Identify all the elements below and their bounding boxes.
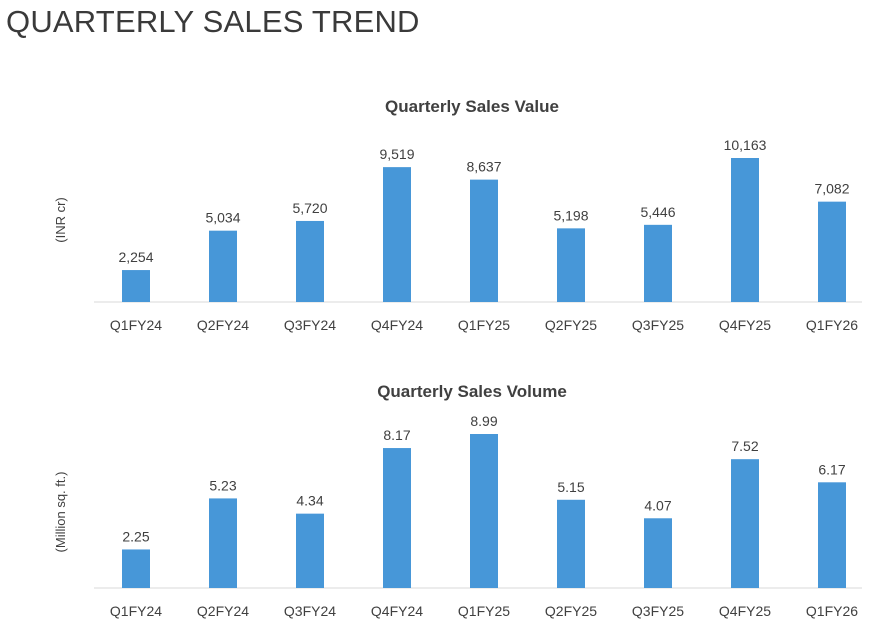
data-label: 8.99 — [470, 413, 497, 429]
bar — [644, 224, 672, 302]
x-tick-label: Q2FY25 — [545, 317, 597, 333]
x-tick-label: Q1FY24 — [110, 317, 162, 333]
data-label: 8,637 — [466, 159, 501, 175]
x-tick-label: Q1FY26 — [806, 603, 858, 619]
data-label: 5,198 — [553, 207, 588, 223]
x-tick-label: Q4FY24 — [371, 603, 423, 619]
data-label: 7.52 — [731, 438, 758, 454]
bar — [557, 228, 585, 302]
data-label: 7,082 — [814, 181, 849, 197]
x-tick-label: Q3FY24 — [284, 603, 336, 619]
data-label: 5,446 — [640, 204, 675, 220]
bar — [296, 513, 324, 588]
bar — [122, 549, 150, 588]
bar — [470, 434, 498, 588]
data-label: 2,254 — [118, 249, 153, 265]
x-tick-label: Q4FY25 — [719, 603, 771, 619]
data-label: 5.15 — [557, 479, 584, 495]
bar — [470, 179, 498, 302]
bar — [644, 518, 672, 588]
bar — [209, 498, 237, 588]
x-tick-label: Q1FY25 — [458, 603, 510, 619]
x-tick-label: Q3FY25 — [632, 317, 684, 333]
bar — [557, 499, 585, 588]
x-tick-label: Q2FY24 — [197, 317, 249, 333]
chart-title: Quarterly Sales Value — [385, 97, 559, 116]
data-label: 6.17 — [818, 461, 845, 477]
y-axis-label: (Million sq. ft.) — [53, 472, 68, 553]
bar — [818, 201, 846, 302]
bar — [383, 448, 411, 588]
x-tick-label: Q4FY25 — [719, 317, 771, 333]
bar — [818, 482, 846, 588]
x-tick-label: Q1FY25 — [458, 317, 510, 333]
x-tick-label: Q1FY26 — [806, 317, 858, 333]
data-label: 9,519 — [379, 146, 414, 162]
data-label: 5,720 — [292, 200, 327, 216]
bar — [731, 459, 759, 588]
y-axis-label: (INR cr) — [53, 197, 68, 243]
data-label: 8.17 — [383, 427, 410, 443]
x-tick-label: Q2FY24 — [197, 603, 249, 619]
bar — [122, 270, 150, 302]
x-tick-label: Q3FY25 — [632, 603, 684, 619]
sales-value-chart: Quarterly Sales Value (INR cr) 2,254 Q1FY… — [53, 97, 862, 333]
x-tick-label: Q2FY25 — [545, 603, 597, 619]
bar — [296, 220, 324, 302]
data-label: 5,034 — [205, 210, 240, 226]
chart-title: Quarterly Sales Volume — [377, 382, 567, 401]
bar — [383, 167, 411, 302]
data-label: 4.07 — [644, 497, 671, 513]
bar — [731, 158, 759, 302]
data-label: 2.25 — [122, 528, 149, 544]
data-label: 10,163 — [724, 137, 767, 153]
data-label: 4.34 — [296, 493, 323, 509]
bar — [209, 230, 237, 302]
data-label: 5.23 — [209, 477, 236, 493]
x-tick-label: Q3FY24 — [284, 317, 336, 333]
sales-volume-chart: Quarterly Sales Volume (Million sq. ft.)… — [53, 382, 862, 619]
x-tick-label: Q1FY24 — [110, 603, 162, 619]
x-tick-label: Q4FY24 — [371, 317, 423, 333]
page-title: QUARTERLY SALES TREND — [6, 4, 420, 39]
